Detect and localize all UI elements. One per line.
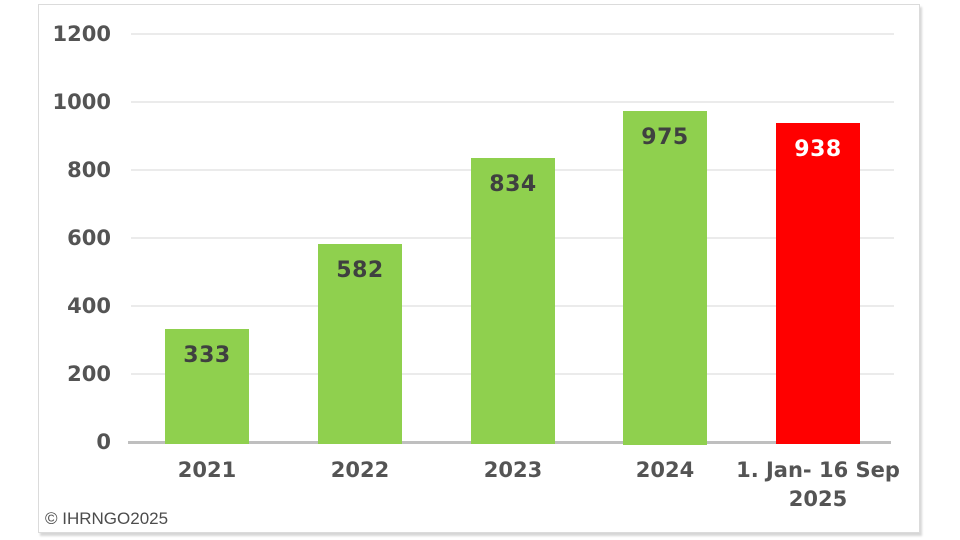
gridline <box>131 33 894 35</box>
bar-2025: 938 <box>776 123 860 444</box>
x-axis-category-label-2023: 2023 <box>483 458 543 482</box>
y-axis-tick-label: 800 <box>67 158 111 182</box>
y-axis-tick-label: 1000 <box>52 90 111 114</box>
bar-2022: 582 <box>318 244 402 444</box>
copyright-text: © IHRNGO2025 <box>45 509 169 528</box>
bar-value-label: 975 <box>641 125 689 150</box>
bar-2024: 975 <box>623 111 707 445</box>
bar-value-label: 834 <box>489 172 537 197</box>
x-axis-category-label-2022: 2022 <box>330 458 390 482</box>
chart-frame: 0 200 400 600 800 1000 1200 333 2021 582 2022 834 20… <box>38 4 920 533</box>
bar-2021: 333 <box>165 329 249 444</box>
x-axis-category-label-2024: 2024 <box>635 458 695 482</box>
x-axis-category-label-2025: 1. Jan- 16 Sep 2025 <box>736 458 900 511</box>
bar-value-label: 582 <box>336 258 384 283</box>
gridline <box>131 101 894 103</box>
y-axis-tick-label: 1200 <box>52 22 111 46</box>
y-axis-tick-label: 400 <box>67 294 111 318</box>
bar-value-label: 938 <box>794 137 842 162</box>
bar-2023: 834 <box>471 158 555 444</box>
x-axis-category-label-2021: 2021 <box>177 458 237 482</box>
y-axis-tick-label: 0 <box>96 430 111 454</box>
y-axis-tick-label: 200 <box>67 362 111 386</box>
bar-value-label: 333 <box>183 343 231 368</box>
y-axis-tick-label: 600 <box>67 226 111 250</box>
